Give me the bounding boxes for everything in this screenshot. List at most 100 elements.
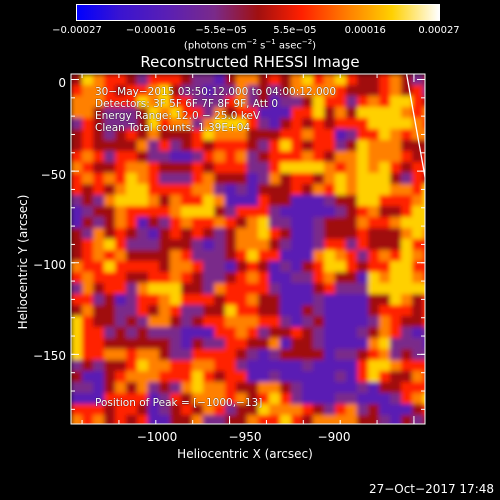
heatmap-cell: [104, 371, 116, 383]
heatmap-cell: [236, 283, 248, 295]
heatmap-cell: [203, 217, 215, 229]
heatmap-cell: [247, 261, 259, 273]
heatmap-cell: [379, 415, 391, 424]
colorbar: [76, 4, 440, 21]
heatmap-cell: [148, 107, 160, 119]
heatmap-cell: [302, 371, 314, 383]
heatmap-cell: [82, 228, 94, 240]
heatmap-cell: [368, 162, 380, 174]
heatmap-cell: [368, 151, 380, 163]
heatmap-cell: [93, 316, 105, 328]
heatmap-cell: [313, 206, 325, 218]
heatmap-cell: [357, 74, 369, 86]
heatmap-cell: [93, 206, 105, 218]
heatmap-cell: [280, 228, 292, 240]
heatmap-cell: [82, 107, 94, 119]
heatmap-cell: [258, 360, 270, 372]
heatmap-cell: [93, 85, 105, 97]
heatmap-cell: [148, 393, 160, 405]
heatmap-cell: [71, 305, 83, 317]
heatmap-cell: [324, 272, 336, 284]
heatmap-cell: [335, 305, 347, 317]
heatmap-cell: [390, 151, 402, 163]
heatmap-cell: [104, 206, 116, 218]
heatmap-cell: [82, 118, 94, 130]
heatmap-cell: [335, 272, 347, 284]
heatmap-cell: [423, 404, 425, 416]
heatmap-cell: [302, 261, 314, 273]
heatmap-cell: [313, 327, 325, 339]
heatmap-cell: [137, 74, 149, 86]
heatmap-cell: [236, 404, 248, 416]
heatmap-cell: [126, 338, 138, 350]
heatmap-cell: [346, 140, 358, 152]
heatmap-cell: [214, 349, 226, 361]
heatmap-cell: [137, 250, 149, 262]
heatmap-cell: [357, 129, 369, 141]
heatmap-cell: [346, 294, 358, 306]
heatmap-cell: [181, 393, 193, 405]
heatmap-cell: [412, 338, 424, 350]
heatmap-cell: [203, 404, 215, 416]
heatmap-cell: [313, 173, 325, 185]
heatmap-cell: [335, 404, 347, 416]
heatmap-cell: [71, 250, 83, 262]
heatmap-cell: [379, 382, 391, 394]
heatmap-cell: [258, 129, 270, 141]
heatmap-cell: [335, 107, 347, 119]
heatmap-cell: [258, 151, 270, 163]
heatmap-cell: [313, 316, 325, 328]
heatmap-cell: [104, 250, 116, 262]
heatmap-cell: [126, 404, 138, 416]
heatmap-cell: [423, 74, 425, 86]
heatmap-cell: [236, 338, 248, 350]
heatmap-cell: [115, 294, 127, 306]
heatmap-cell: [126, 140, 138, 152]
heatmap-cell: [181, 415, 193, 424]
heatmap-cell: [203, 140, 215, 152]
heatmap-cell: [82, 338, 94, 350]
heatmap-cell: [291, 294, 303, 306]
heatmap-cell: [137, 184, 149, 196]
heatmap-cell: [192, 217, 204, 229]
heatmap-cell: [170, 338, 182, 350]
heatmap-cell: [335, 250, 347, 262]
heatmap-cell: [93, 195, 105, 207]
heatmap-cell: [423, 316, 425, 328]
heatmap-cell: [247, 404, 259, 416]
heatmap-cell: [368, 316, 380, 328]
heatmap-cell: [192, 371, 204, 383]
heatmap-cell: [412, 272, 424, 284]
heatmap-cell: [214, 250, 226, 262]
heatmap-cell: [126, 360, 138, 372]
heatmap-cell: [412, 305, 424, 317]
heatmap-cell: [148, 283, 160, 295]
heatmap-cell: [302, 195, 314, 207]
heatmap-cell: [159, 96, 171, 108]
heatmap-cell: [115, 393, 127, 405]
heatmap-cell: [291, 162, 303, 174]
heatmap-cell: [324, 305, 336, 317]
heatmap-cell: [313, 129, 325, 141]
heatmap-cell: [170, 316, 182, 328]
heatmap-cell: [115, 118, 127, 130]
heatmap-cell: [368, 173, 380, 185]
heatmap-cell: [302, 305, 314, 317]
heatmap-cell: [93, 173, 105, 185]
heatmap-cell: [335, 195, 347, 207]
heatmap-cell: [71, 85, 83, 97]
heatmap-cell: [313, 151, 325, 163]
heatmap-cell: [379, 140, 391, 152]
heatmap-cell: [269, 382, 281, 394]
heatmap-cell: [247, 305, 259, 317]
heatmap-cell: [247, 228, 259, 240]
heatmap-cell: [335, 206, 347, 218]
heatmap-cell: [302, 118, 314, 130]
heatmap-cell: [302, 129, 314, 141]
heatmap-cell: [379, 250, 391, 262]
heatmap-cell: [236, 360, 248, 372]
heatmap-cell: [313, 228, 325, 240]
heatmap-cell: [269, 415, 281, 424]
heatmap-cell: [236, 129, 248, 141]
heatmap-cell: [291, 261, 303, 273]
